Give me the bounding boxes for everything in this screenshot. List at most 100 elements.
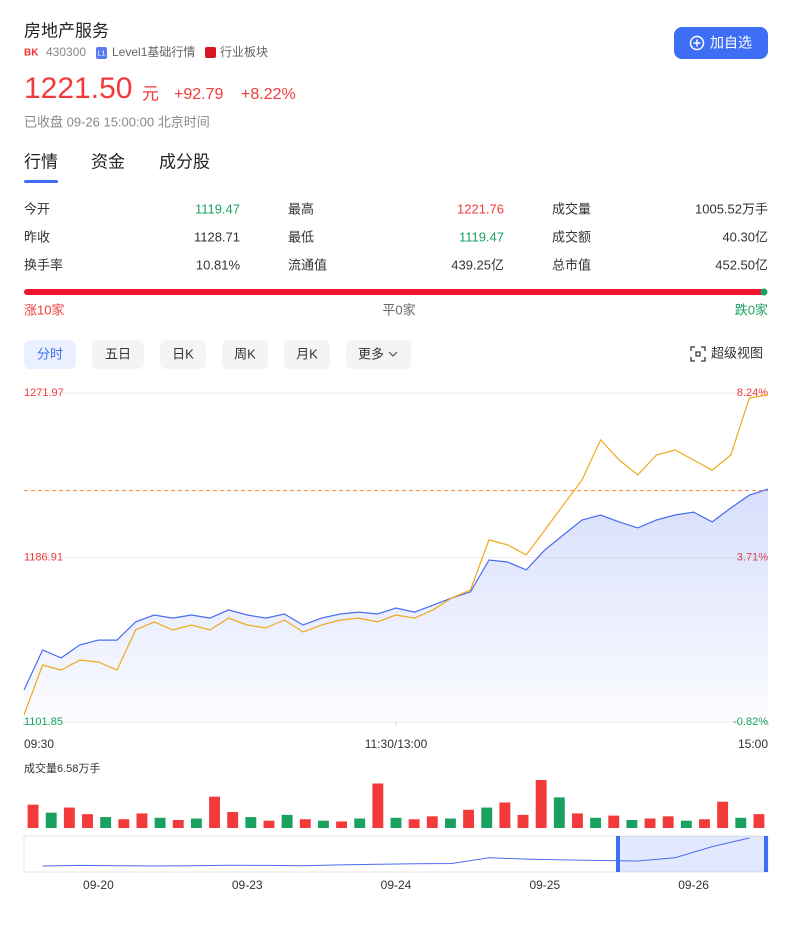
volume-bar [263, 820, 275, 828]
status: 已收盘 09-26 15:00:00 北京时间 [24, 114, 210, 129]
stat-label: 流通值 [288, 257, 327, 272]
stat-value: 1005.52万手 [695, 201, 768, 216]
level-badge: L1 [98, 50, 106, 57]
volume-bar [209, 796, 220, 828]
volume-bar [118, 819, 130, 828]
stat-label: 昨收 [24, 229, 50, 244]
code: 430300 [46, 45, 86, 59]
volume-bar [372, 783, 384, 828]
price-change: +92.79 [174, 86, 223, 103]
level: Level1基础行情 [112, 45, 195, 59]
price-pct: +8.22% [241, 86, 296, 103]
price-line [23, 488, 769, 691]
volume-bar [190, 818, 202, 828]
volume-bar [572, 813, 583, 828]
stat-value: 1221.76 [457, 201, 504, 216]
period-button[interactable] [284, 340, 330, 369]
volume-bar [154, 817, 166, 828]
volume-bar [45, 812, 57, 828]
add-watch-label: 加自选 [710, 35, 752, 51]
overview-date: 09-25 [529, 878, 560, 892]
period-button[interactable] [222, 340, 268, 369]
y-tick-label: 1271.97 [24, 387, 64, 399]
stat-value: 1128.71 [194, 229, 240, 244]
window-handle[interactable] [764, 836, 768, 872]
period-button[interactable] [24, 340, 76, 369]
level-icon [96, 47, 107, 59]
volume-bar [227, 811, 239, 828]
volume-bar [317, 820, 329, 828]
y-tick-label: 1186.91 [24, 551, 63, 563]
stat-label: 成交额 [552, 229, 591, 244]
volume-bar [408, 819, 420, 828]
stat-value: 1119.47 [195, 201, 240, 216]
period-button[interactable] [92, 340, 144, 369]
volume-bar [535, 780, 547, 828]
window-handle[interactable] [616, 836, 620, 872]
x-tick-label: 09:30 [24, 737, 54, 751]
overview-date: 09-23 [232, 878, 263, 892]
volume-bar [717, 801, 729, 828]
volume-bar [463, 809, 475, 828]
stat-label: 最高 [288, 201, 314, 216]
volume-bar [644, 818, 656, 828]
period-button[interactable] [160, 340, 206, 369]
volume-bar [82, 814, 93, 828]
stat-label: 成交量 [552, 201, 591, 216]
overview-window[interactable] [618, 836, 768, 872]
volume-bar [753, 814, 765, 828]
zoom-label[interactable]: 超级视图 [711, 345, 763, 360]
stat-value: 40.30亿 [722, 229, 768, 244]
overview-line [42, 837, 750, 867]
period-label: 更多 [358, 346, 384, 361]
price-line [23, 394, 769, 716]
sector-icon [205, 47, 216, 58]
period-label: 分时 [37, 346, 63, 361]
period-label: 周K [234, 346, 256, 361]
breadth-flat: 平0家 [382, 302, 415, 317]
volume-bar [27, 804, 39, 828]
volume-bar [517, 814, 529, 828]
volume-bar [626, 819, 638, 828]
period-label: 日K [172, 346, 194, 361]
volume-bar [444, 818, 456, 828]
zoom-icon [690, 346, 706, 362]
zoom-icon [695, 351, 701, 357]
volume-bar [63, 807, 75, 828]
tab[interactable]: 资金 [91, 152, 125, 171]
period-button[interactable] [346, 340, 411, 369]
tab[interactable]: 成分股 [159, 152, 210, 171]
x-tick-label: 15:00 [738, 737, 768, 751]
volume-bar [336, 821, 348, 828]
period-label: 月K [296, 346, 318, 361]
stat-label: 总市值 [552, 257, 591, 272]
x-tick-label: 11:30/13:00 [365, 737, 428, 751]
volume-bar [172, 819, 184, 828]
add-watch-button[interactable] [674, 27, 768, 59]
volume-bar [426, 816, 438, 828]
chevron [388, 351, 398, 357]
volume-bar [735, 817, 747, 828]
volume-title: 成交量6.58万手 [24, 761, 100, 775]
period-label: 五日 [105, 346, 131, 361]
volume-bar [390, 817, 402, 828]
sector: 行业板块 [220, 45, 268, 59]
code-badge: BK [24, 48, 39, 59]
volume-bar [481, 807, 493, 828]
plus-icon [693, 39, 701, 47]
volume-bar [680, 820, 692, 828]
stat-label: 最低 [288, 229, 314, 244]
volume-bar [553, 797, 565, 828]
volume-bar [499, 802, 511, 828]
stat-value: 1119.47 [459, 229, 504, 244]
stat-label: 换手率 [24, 257, 63, 272]
stat-value: 439.25亿 [451, 257, 504, 272]
volume-bar [100, 817, 112, 828]
volume-bar [136, 813, 148, 828]
overview-date: 09-24 [381, 878, 412, 892]
stat-label: 今开 [24, 201, 50, 216]
breadth-bar [24, 289, 764, 295]
tab[interactable]: 行情 [24, 152, 58, 171]
